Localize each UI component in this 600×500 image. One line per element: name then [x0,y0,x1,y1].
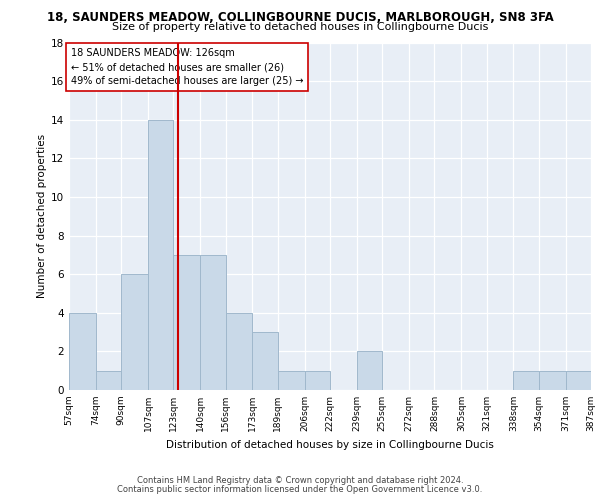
Y-axis label: Number of detached properties: Number of detached properties [37,134,47,298]
Bar [566,370,591,390]
Bar [305,370,330,390]
Bar [253,332,278,390]
Bar [514,370,539,390]
Bar [173,255,200,390]
Text: Contains public sector information licensed under the Open Government Licence v3: Contains public sector information licen… [118,485,482,494]
Text: 18 SAUNDERS MEADOW: 126sqm
← 51% of detached houses are smaller (26)
49% of semi: 18 SAUNDERS MEADOW: 126sqm ← 51% of deta… [71,48,303,86]
X-axis label: Distribution of detached houses by size in Collingbourne Ducis: Distribution of detached houses by size … [166,440,494,450]
Bar [357,352,382,390]
Text: 18, SAUNDERS MEADOW, COLLINGBOURNE DUCIS, MARLBOROUGH, SN8 3FA: 18, SAUNDERS MEADOW, COLLINGBOURNE DUCIS… [47,11,553,24]
Bar [200,255,226,390]
Text: Contains HM Land Registry data © Crown copyright and database right 2024.: Contains HM Land Registry data © Crown c… [137,476,463,485]
Bar [96,370,121,390]
Bar [148,120,173,390]
Bar [226,313,253,390]
Bar [121,274,148,390]
Bar [69,313,96,390]
Bar [539,370,566,390]
Text: Size of property relative to detached houses in Collingbourne Ducis: Size of property relative to detached ho… [112,22,488,32]
Bar [278,370,305,390]
